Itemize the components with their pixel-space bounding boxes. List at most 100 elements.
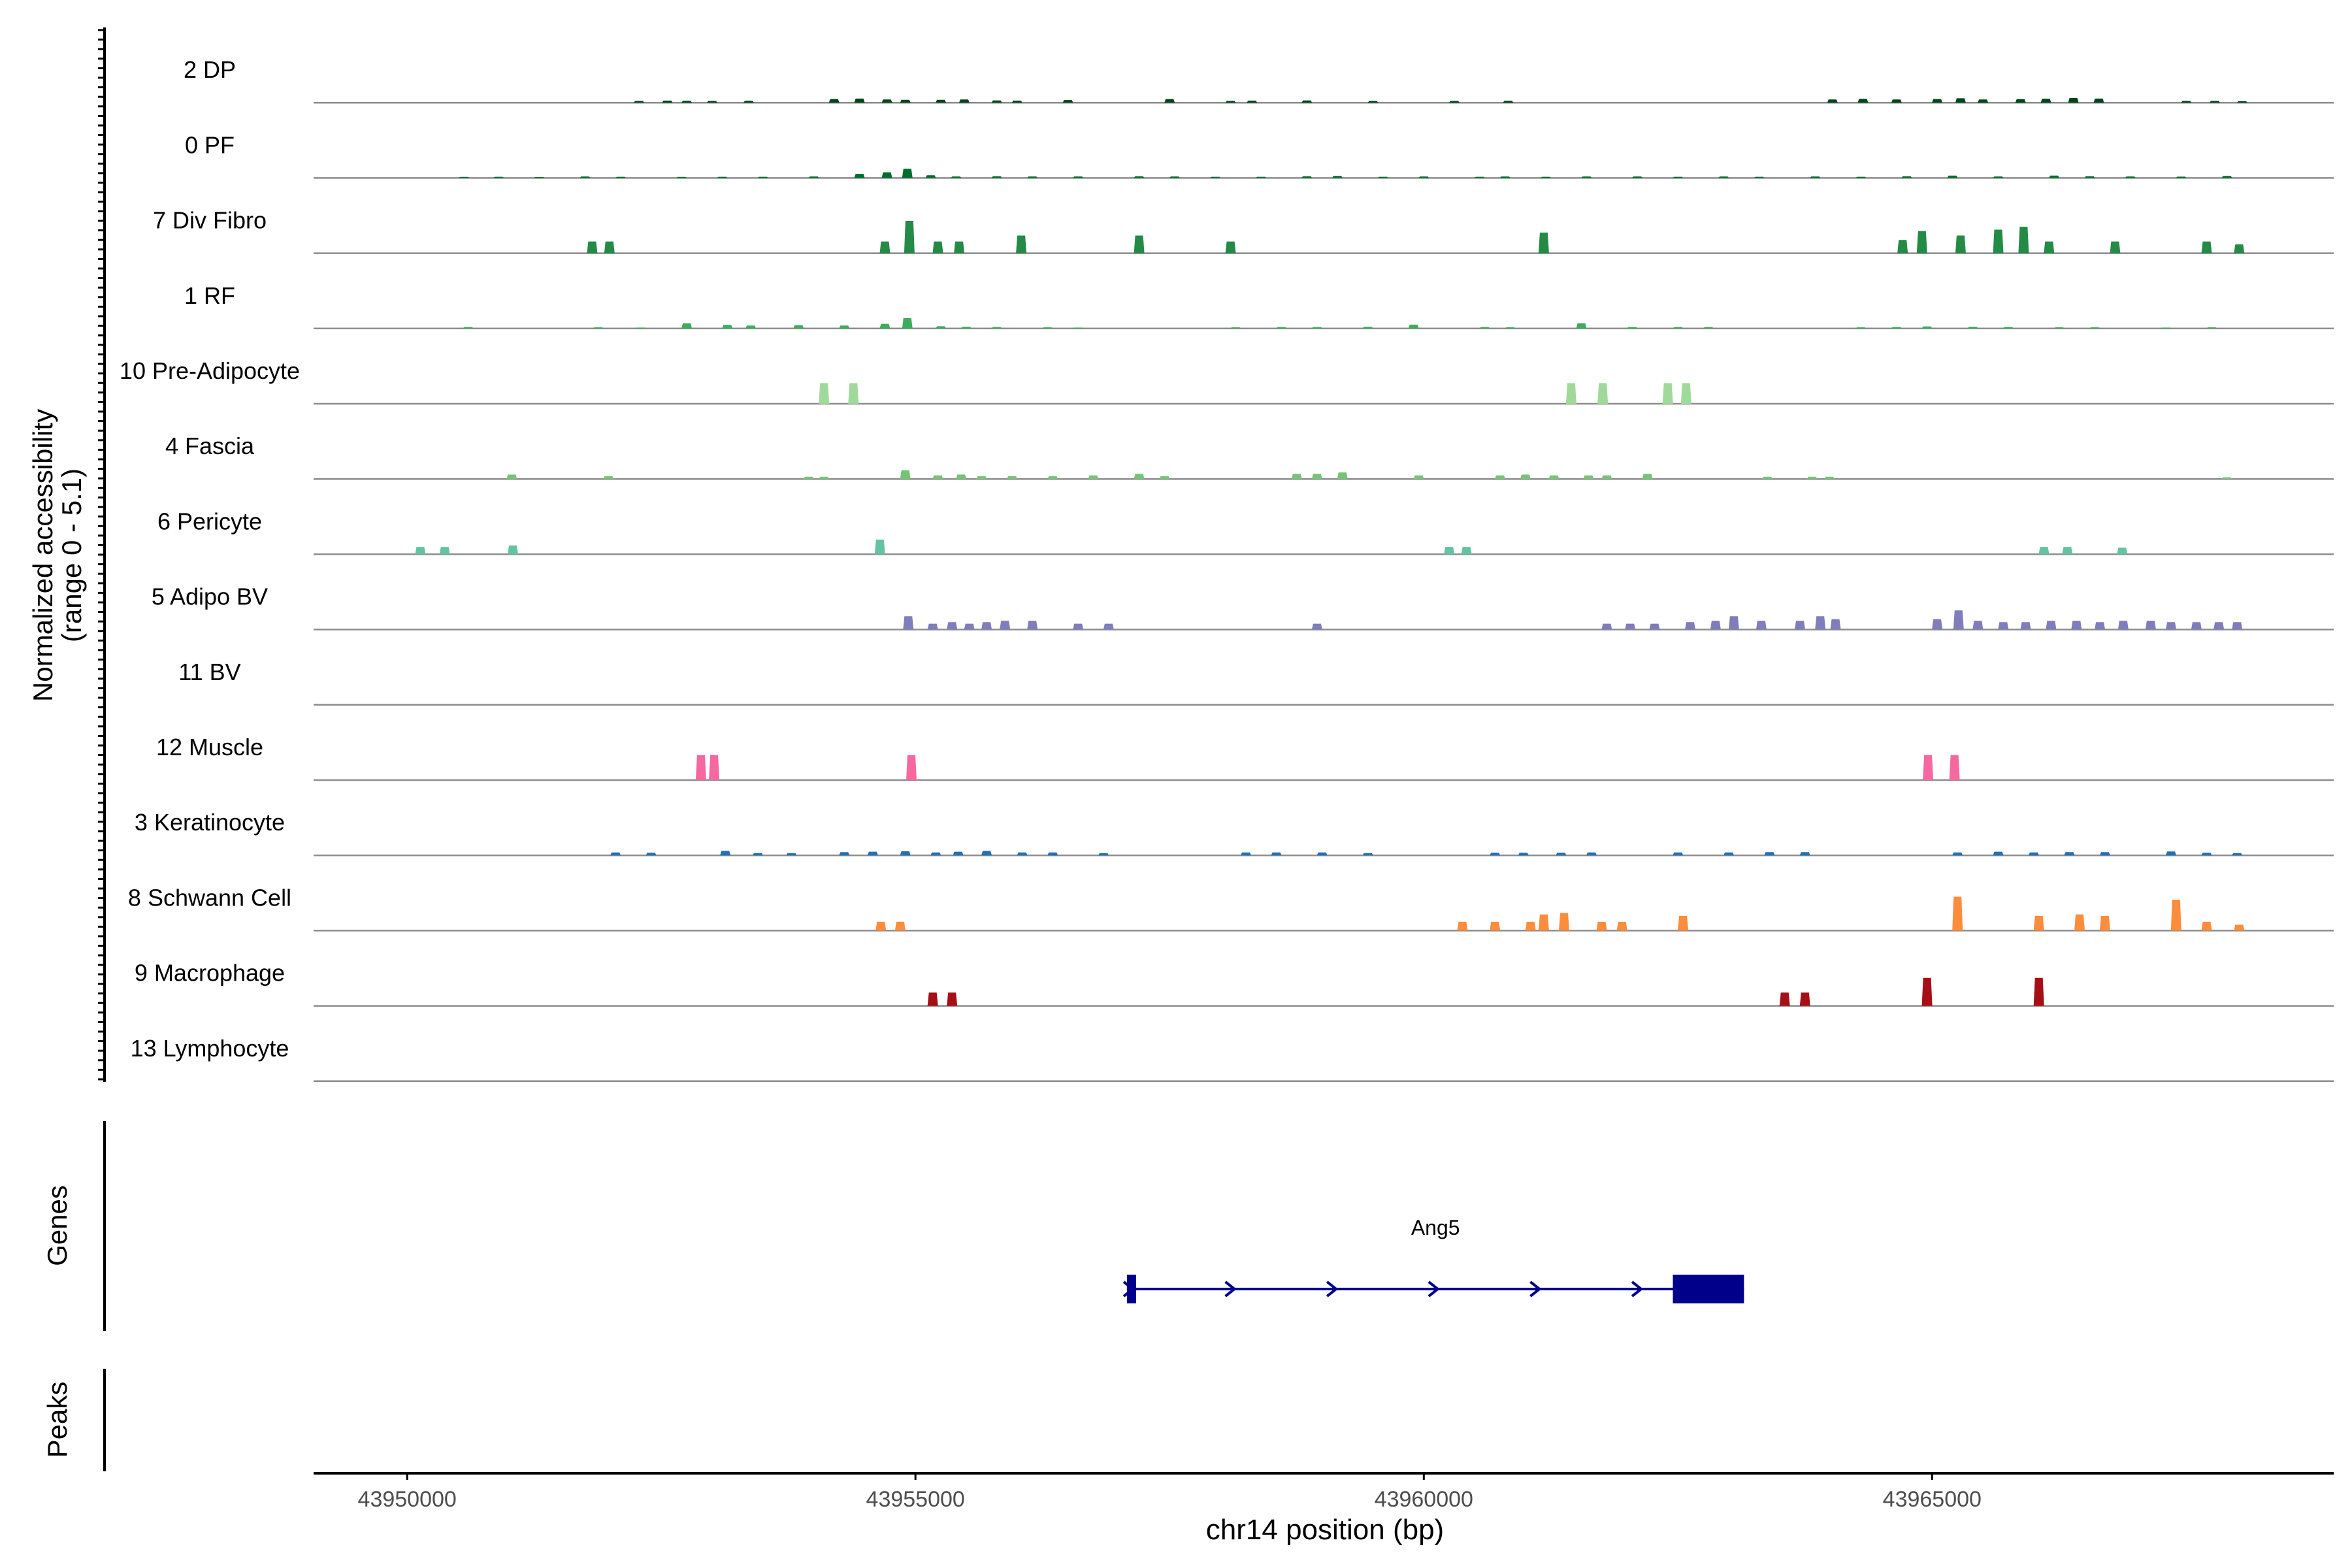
coverage-peak — [580, 176, 591, 178]
gene-annotation: Ang5 — [1122, 1216, 1744, 1303]
coverage-peak — [1016, 235, 1027, 253]
coverage-peak — [2015, 99, 2026, 103]
track-label: 0 PF — [185, 131, 235, 158]
coverage-peak — [2095, 622, 2106, 630]
coverage-peak — [1495, 475, 1505, 480]
coverage-peak — [1556, 853, 1567, 856]
coverage-peak — [1301, 176, 1313, 178]
coverage-peak — [902, 318, 913, 329]
track: 13 Lymphocyte — [131, 1035, 2334, 1083]
x-axis-tick-label: 43960000 — [1375, 1487, 1473, 1512]
peaks-panel-label: Peaks — [42, 1382, 73, 1458]
coverage-peak — [839, 325, 850, 329]
coverage-peak — [1159, 476, 1170, 480]
coverage-peak — [1703, 327, 1714, 329]
coverage-peak — [2064, 852, 2075, 856]
coverage-peak — [786, 853, 797, 856]
coverage-peak — [1815, 616, 1826, 630]
x-axis-tick-label: 43950000 — [358, 1487, 457, 1512]
coverage-peak — [1616, 921, 1627, 931]
coverage-peak — [610, 852, 621, 856]
coverage-peak — [2181, 101, 2192, 103]
track-label: 1 RF — [184, 282, 235, 309]
coverage-peak — [676, 176, 687, 178]
coverage-peak — [954, 241, 965, 253]
coverage-peak — [1098, 853, 1109, 856]
coverage-peak — [439, 547, 450, 555]
coverage-peak — [1901, 176, 1912, 178]
coverage-peak — [1047, 852, 1058, 856]
coverage-peak — [1799, 852, 1810, 856]
coverage-peak — [717, 176, 728, 178]
coverage-peak — [803, 476, 814, 480]
coverage-peak — [662, 101, 673, 103]
coverage-peak — [1271, 852, 1282, 856]
coverage-peak — [1525, 921, 1536, 931]
coverage-peak — [1541, 176, 1551, 178]
coverage-peak — [1457, 921, 1468, 931]
coverage-peak — [1627, 327, 1638, 329]
track: 0 PF — [185, 131, 2334, 179]
coverage-peak — [1710, 621, 1721, 630]
coverage-peak — [1088, 475, 1099, 480]
coverage-peak — [2071, 621, 2082, 630]
coverage-peak — [681, 323, 693, 329]
coverage-peak — [1225, 101, 1236, 103]
coverage-peak — [1027, 176, 1038, 178]
coverage-peak — [1538, 233, 1549, 253]
coverage-peak — [2110, 241, 2121, 253]
coverage-peak — [1444, 547, 1455, 555]
coverage-peak — [603, 476, 614, 480]
coverage-peak — [1241, 852, 1251, 856]
coverage-peak — [2028, 852, 2039, 856]
coverage-peak — [1007, 476, 1018, 480]
coverage-peak — [2206, 327, 2217, 329]
y-axis-range-label: (range 0 - 5.1) — [56, 468, 87, 642]
coverage-peak — [976, 476, 987, 480]
coverage-peak — [1586, 852, 1597, 856]
coverage-peak — [2234, 924, 2245, 931]
track: 1 RF — [184, 282, 2334, 330]
track: 7 Div Fibro — [153, 207, 2334, 254]
x-axis-tick-label: 43965000 — [1883, 1487, 1982, 1512]
coverage-peak — [936, 326, 947, 329]
coverage-peak — [925, 175, 936, 178]
coverage-peak — [1073, 623, 1084, 630]
coverage-peak — [1955, 98, 1966, 103]
coverage-peak — [1972, 621, 1984, 630]
coverage-peak — [2213, 622, 2225, 630]
coverage-peak — [981, 622, 992, 630]
coverage-peak — [1583, 475, 1594, 480]
track: 6 Pericyte — [157, 508, 2334, 555]
coverage-peak — [681, 101, 693, 103]
coverage-peak — [2033, 915, 2044, 931]
coverage-peak — [2044, 241, 2055, 253]
x-axis-ticks: 43950000 43955000 43960000 43965000 — [358, 1473, 1982, 1512]
coverage-peak — [1830, 619, 1841, 630]
coverage-peak — [720, 851, 731, 856]
coverage-peak — [906, 755, 917, 780]
coverage-peak — [2209, 101, 2220, 103]
strand-arrow — [1529, 1281, 1542, 1298]
coverage-y-axis-ticks — [98, 29, 105, 1081]
coverage-peak — [1756, 621, 1767, 630]
coverage-peak — [2074, 914, 2085, 931]
coverage-peak — [1998, 622, 2009, 630]
coverage-peak — [1824, 476, 1835, 480]
y-axis-label: Normalized accessibility — [27, 409, 58, 702]
coverage-peak — [1042, 327, 1053, 329]
coverage-peak — [1978, 99, 1989, 103]
coverage-peak — [1764, 852, 1775, 856]
coverage-peak — [953, 851, 964, 856]
coverage-peak — [534, 177, 545, 178]
coverage-peak — [1362, 853, 1373, 856]
coverage-peak — [1291, 474, 1302, 480]
coverage-peak — [707, 101, 717, 103]
coverage-peak — [1597, 383, 1609, 404]
coverage-peak — [1993, 851, 2004, 856]
coverage-peak — [506, 474, 517, 480]
track-label: 6 Pericyte — [157, 508, 262, 534]
coverage-peak — [1505, 327, 1516, 329]
coverage-peak — [1134, 176, 1145, 178]
coverage-peak — [1723, 852, 1735, 856]
